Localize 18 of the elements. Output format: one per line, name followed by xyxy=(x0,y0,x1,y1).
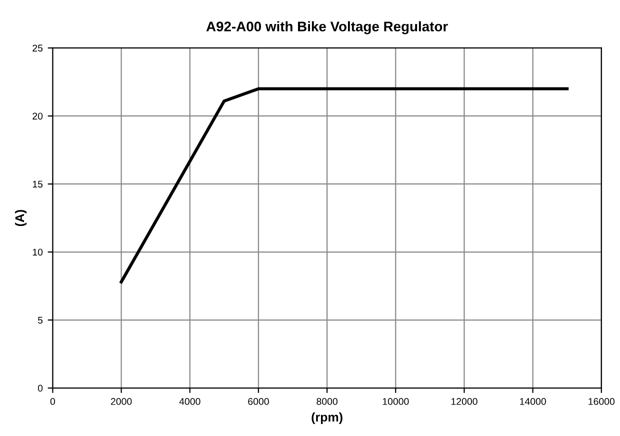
chart-title: A92-A00 with Bike Voltage Regulator xyxy=(206,21,448,34)
x-tick-label: 6000 xyxy=(248,398,269,405)
x-tick-label: 14000 xyxy=(520,398,546,405)
y-tick-label: 10 xyxy=(32,248,43,256)
x-tick-label: 8000 xyxy=(316,398,338,405)
y-tick-label: 20 xyxy=(32,112,43,120)
x-tick-label: 10000 xyxy=(382,398,409,405)
y-tick-label: 25 xyxy=(32,44,43,52)
y-tick-label: 15 xyxy=(32,180,43,188)
x-tick-label: 12000 xyxy=(451,398,478,405)
y-axis-title: (A) xyxy=(14,210,27,226)
y-tick-label: 0 xyxy=(38,384,43,392)
x-axis-title: (rpm) xyxy=(312,412,342,424)
x-tick-label: 2000 xyxy=(110,398,132,405)
y-tick-label: 5 xyxy=(38,316,43,324)
x-tick-label: 16000 xyxy=(588,398,615,405)
x-tick-label: 0 xyxy=(50,398,56,405)
x-tick-label: 4000 xyxy=(179,398,200,405)
